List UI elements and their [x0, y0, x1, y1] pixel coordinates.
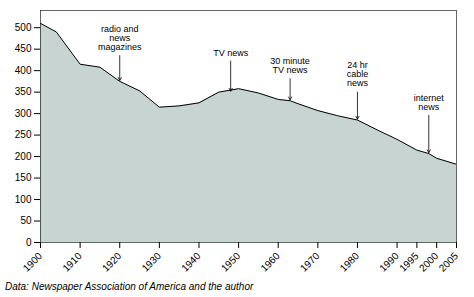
svg-text:0: 0 [26, 237, 32, 248]
svg-text:200: 200 [15, 151, 32, 162]
svg-text:1980: 1980 [338, 250, 362, 274]
svg-text:1940: 1940 [179, 250, 203, 274]
svg-text:400: 400 [15, 65, 32, 76]
svg-text:1930: 1930 [140, 250, 164, 274]
svg-text:500: 500 [15, 22, 32, 33]
svg-text:50: 50 [20, 215, 32, 226]
svg-text:TV news: TV news [213, 48, 249, 58]
svg-text:1910: 1910 [60, 250, 84, 274]
svg-text:2000: 2000 [417, 250, 441, 274]
svg-text:450: 450 [15, 43, 32, 54]
svg-text:100: 100 [15, 194, 32, 205]
svg-text:150: 150 [15, 172, 32, 183]
svg-text:1995: 1995 [397, 250, 421, 274]
svg-text:1920: 1920 [100, 250, 124, 274]
svg-text:24 hrcablenews: 24 hrcablenews [347, 60, 369, 88]
svg-text:30 minuteTV news: 30 minuteTV news [270, 56, 310, 75]
svg-text:1970: 1970 [298, 250, 322, 274]
html-text:Data: Newspaper Association of: Data: Newspaper Association of America a… [5, 281, 254, 292]
svg-text:1900: 1900 [21, 250, 45, 274]
svg-text:300: 300 [15, 108, 32, 119]
svg-text:internetnews: internetnews [414, 93, 445, 112]
svg-text:350: 350 [15, 86, 32, 97]
svg-text:radio andnewsmagazines: radio andnewsmagazines [98, 24, 142, 52]
svg-text:2005: 2005 [437, 250, 461, 274]
svg-text:1990: 1990 [377, 250, 401, 274]
svg-text:250: 250 [15, 129, 32, 140]
svg-text:1950: 1950 [219, 250, 243, 274]
svg-text:1960: 1960 [258, 250, 282, 274]
